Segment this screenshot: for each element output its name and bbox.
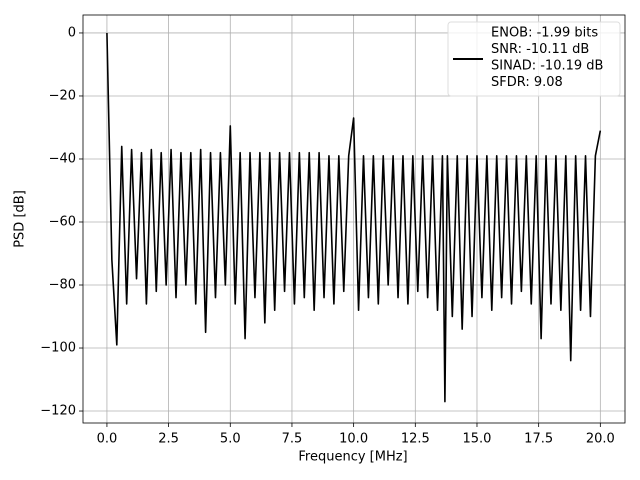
- x-tick-label: 12.5: [401, 432, 430, 447]
- x-axis-label: Frequency [MHz]: [298, 450, 407, 465]
- x-tick-label: 20.0: [586, 432, 615, 447]
- y-tick-label: 0: [68, 25, 76, 40]
- legend-label: SINAD: -10.19 dB: [491, 59, 603, 74]
- y-tick-label: −60: [49, 214, 76, 229]
- y-tick-label: −40: [49, 151, 76, 166]
- x-tick-label: 15.0: [463, 432, 492, 447]
- y-tick-label: −80: [49, 278, 76, 293]
- y-tick-label: −120: [40, 404, 76, 419]
- y-axis-label: PSD [dB]: [13, 190, 28, 248]
- legend-box: [447, 21, 621, 97]
- legend-label: ENOB: -1.99 bits: [491, 26, 598, 41]
- x-tick-label: 10.0: [339, 432, 368, 447]
- x-tick-label: 2.5: [158, 432, 179, 447]
- x-tick-label: 5.0: [220, 432, 241, 447]
- y-tick-label: −20: [49, 88, 76, 103]
- legend-label: SNR: -10.11 dB: [491, 42, 589, 57]
- psd-line: [106, 32, 602, 403]
- y-tick-label: −100: [40, 341, 76, 356]
- plot-frame: [82, 14, 626, 424]
- x-tick-label: 17.5: [524, 432, 553, 447]
- legend-label: SFDR: 9.08: [491, 75, 563, 90]
- x-tick-label: 0.0: [97, 432, 118, 447]
- x-tick-label: 7.5: [282, 432, 303, 447]
